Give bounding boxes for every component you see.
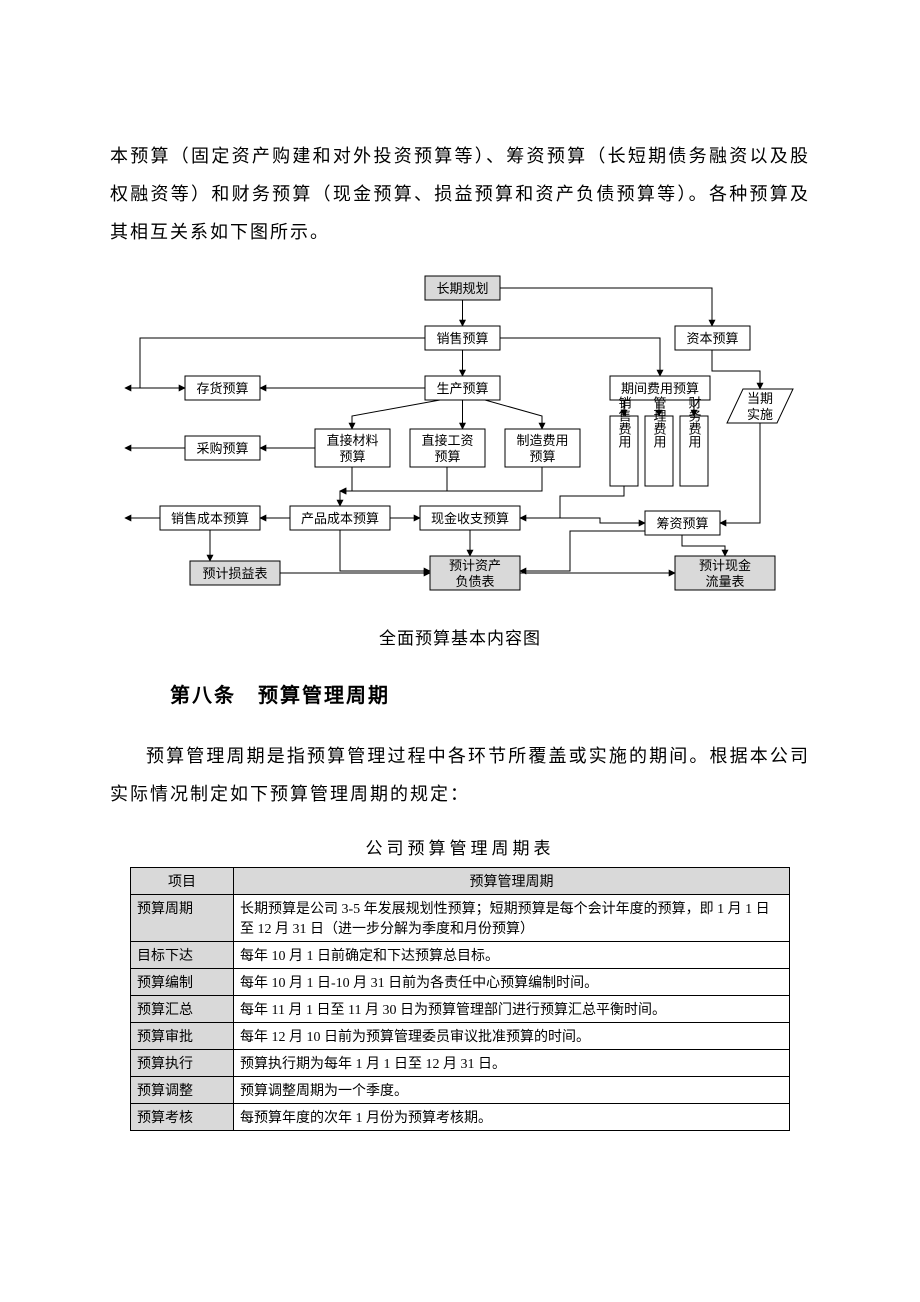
svg-text:筹资预算: 筹资预算	[656, 516, 708, 531]
svg-text:长期规划: 长期规划	[436, 281, 488, 296]
intro-paragraph: 本预算（固定资产购建和对外投资预算等）、筹资预算（长短期债务融资以及股权融资等）…	[110, 138, 810, 251]
row-text: 预算调整周期为一个季度。	[234, 1076, 790, 1103]
cycle-table: 项目 预算管理周期 预算周期长期预算是公司 3-5 年发展规划性预算；短期预算是…	[130, 867, 790, 1131]
table-row: 预算周期长期预算是公司 3-5 年发展规划性预算；短期预算是每个会计年度的预算，…	[131, 894, 790, 941]
table-row: 预算调整预算调整周期为一个季度。	[131, 1076, 790, 1103]
svg-text:预计资产: 预计资产	[449, 558, 501, 573]
svg-text:制造费用: 制造费用	[516, 433, 568, 448]
svg-text:采购预算: 采购预算	[196, 441, 248, 456]
row-label: 预算考核	[131, 1103, 234, 1130]
svg-text:销售费用: 销售费用	[617, 396, 632, 449]
row-text: 预算执行期为每年 1 月 1 日至 12 月 31 日。	[234, 1049, 790, 1076]
svg-text:流量表: 流量表	[705, 574, 744, 589]
svg-text:预计损益表: 预计损益表	[202, 566, 267, 581]
row-label: 预算审批	[131, 1022, 234, 1049]
col-header-0: 项目	[131, 867, 234, 894]
svg-text:生产预算: 生产预算	[436, 381, 488, 396]
svg-text:预计现金: 预计现金	[699, 558, 751, 573]
cycle-paragraph: 预算管理周期是指预算管理过程中各环节所覆盖或实施的期间。根据本公司实际情况制定如…	[110, 738, 810, 814]
row-label: 目标下达	[131, 941, 234, 968]
svg-text:存货预算: 存货预算	[196, 381, 248, 396]
table-row: 预算汇总每年 11 月 1 日至 11 月 30 日为预算管理部门进行预算汇总平…	[131, 995, 790, 1022]
table-row: 目标下达每年 10 月 1 日前确定和下达预算总目标。	[131, 941, 790, 968]
diagram-caption: 全面预算基本内容图	[110, 624, 810, 649]
row-label: 预算汇总	[131, 995, 234, 1022]
row-text: 每预算年度的次年 1 月份为预算考核期。	[234, 1103, 790, 1130]
row-label: 预算执行	[131, 1049, 234, 1076]
svg-text:负债表: 负债表	[455, 574, 494, 589]
svg-text:预算: 预算	[339, 449, 365, 464]
row-text: 长期预算是公司 3-5 年发展规划性预算；短期预算是每个会计年度的预算，即 1 …	[234, 894, 790, 941]
section-heading: 第八条 预算管理周期	[170, 679, 810, 708]
svg-text:产品成本预算: 产品成本预算	[301, 511, 379, 526]
col-header-1: 预算管理周期	[234, 867, 790, 894]
svg-text:销售成本预算: 销售成本预算	[171, 511, 249, 526]
svg-text:实施: 实施	[747, 407, 773, 422]
row-text: 每年 11 月 1 日至 11 月 30 日为预算管理部门进行预算汇总平衡时间。	[234, 995, 790, 1022]
svg-text:现金收支预算: 现金收支预算	[431, 511, 509, 526]
svg-text:直接工资: 直接工资	[421, 433, 473, 448]
row-text: 每年 10 月 1 日-10 月 31 日前为各责任中心预算编制时间。	[234, 968, 790, 995]
table-row: 预算考核每预算年度的次年 1 月份为预算考核期。	[131, 1103, 790, 1130]
row-label: 预算周期	[131, 894, 234, 941]
svg-text:财务费用: 财务费用	[687, 396, 702, 449]
row-label: 预算编制	[131, 968, 234, 995]
svg-text:资本预算: 资本预算	[686, 331, 738, 346]
svg-text:销售预算: 销售预算	[436, 331, 488, 346]
table-caption: 公司预算管理周期表	[110, 834, 810, 859]
table-row: 预算编制每年 10 月 1 日-10 月 31 日前为各责任中心预算编制时间。	[131, 968, 790, 995]
svg-text:预算: 预算	[434, 449, 460, 464]
svg-text:直接材料: 直接材料	[326, 433, 378, 448]
row-text: 每年 12 月 10 日前为预算管理委员审议批准预算的时间。	[234, 1022, 790, 1049]
svg-text:预算: 预算	[529, 449, 555, 464]
row-text: 每年 10 月 1 日前确定和下达预算总目标。	[234, 941, 790, 968]
row-label: 预算调整	[131, 1076, 234, 1103]
budget-flowchart: 长期规划销售预算资本预算存货预算生产预算期间费用预算当期实施采购预算直接材料预算…	[120, 271, 800, 606]
table-row: 预算执行预算执行期为每年 1 月 1 日至 12 月 31 日。	[131, 1049, 790, 1076]
svg-text:管理费用: 管理费用	[652, 396, 667, 449]
table-row: 预算审批每年 12 月 10 日前为预算管理委员审议批准预算的时间。	[131, 1022, 790, 1049]
svg-text:当期: 当期	[747, 391, 773, 406]
svg-text:期间费用预算: 期间费用预算	[621, 381, 699, 396]
